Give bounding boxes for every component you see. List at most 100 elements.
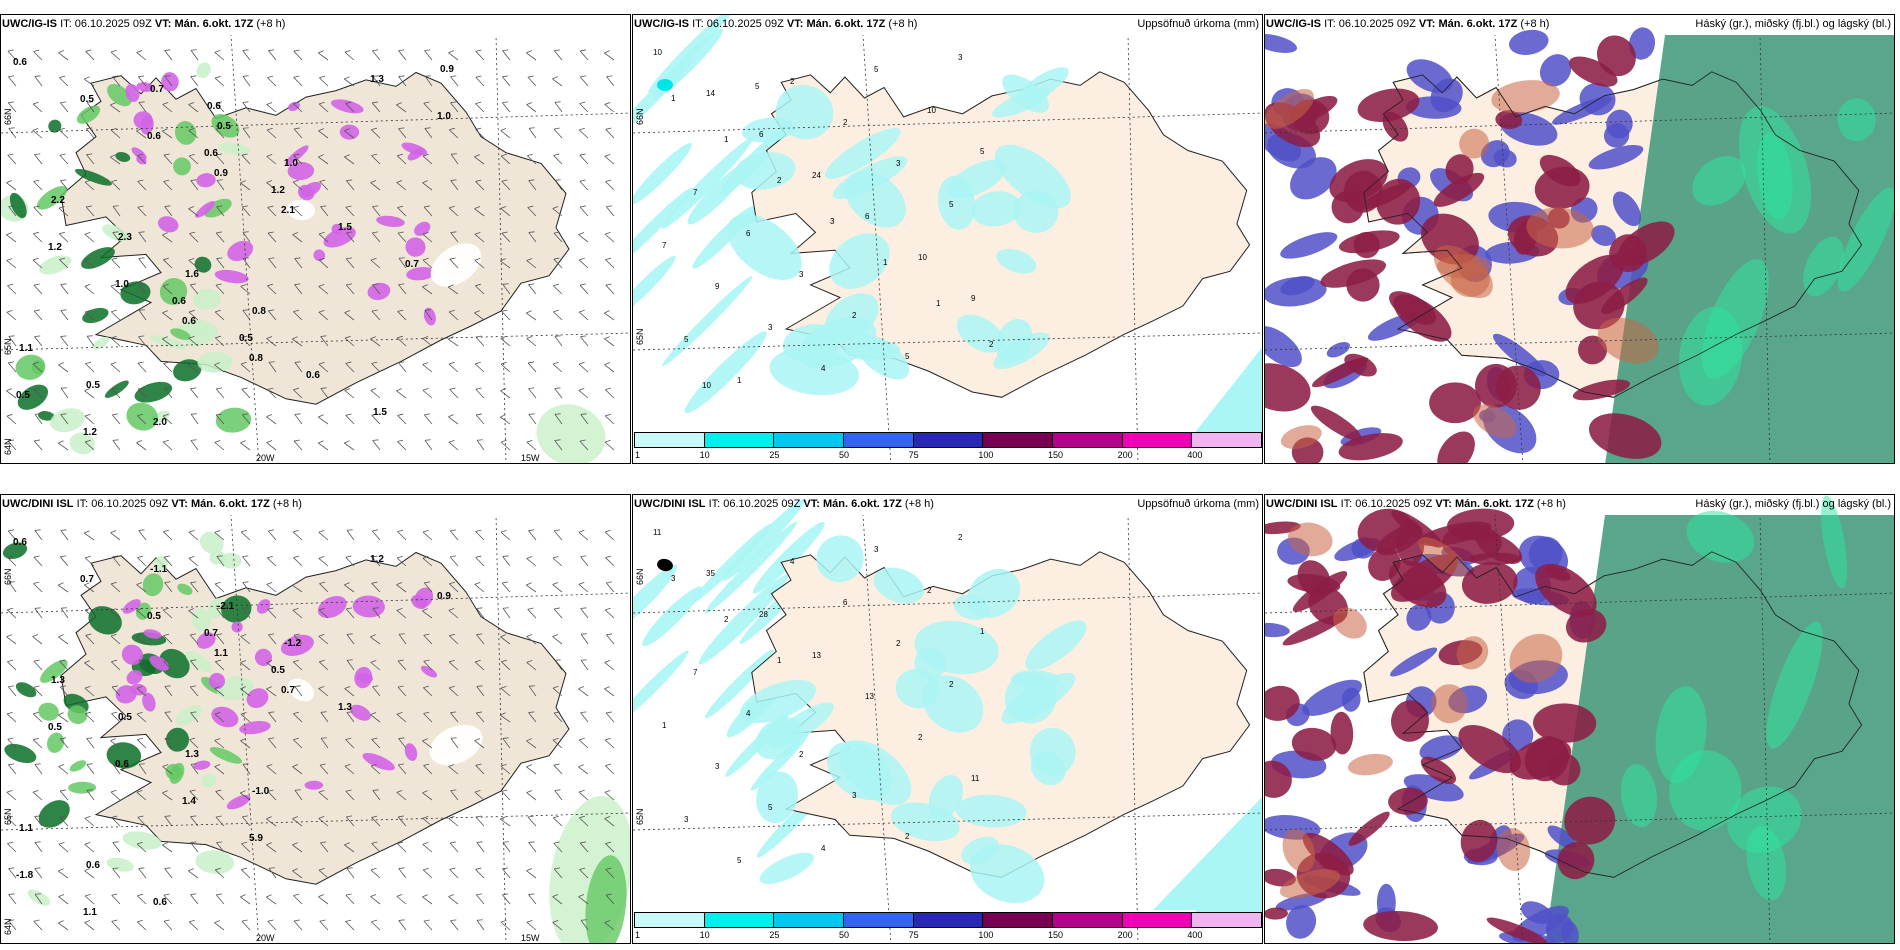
wind-barb [318,50,329,61]
wind-barb [604,154,615,165]
wind-barb [398,283,407,295]
wind-barb [553,231,563,243]
wind-barb [59,789,69,801]
wind-barb [163,361,173,373]
wind-barb-flag [58,634,64,638]
wind-barb [423,581,433,593]
wind-barb [474,310,485,321]
wind-barb [318,894,329,905]
wind-barb [475,413,485,425]
wind-barb-flag [6,232,12,236]
wind-barb-flag [448,439,455,443]
wind-barb-staff [138,868,147,879]
wind-barb [161,128,173,139]
wind-barb-staff [86,154,95,165]
wind-barb [604,789,615,801]
wind-barb-staff [216,634,225,645]
wind-barb-staff [346,660,355,671]
wind-barb [474,206,485,217]
wind-barb-staff [188,531,199,541]
wind-barb-staff [447,338,459,347]
precip-green-blob [27,889,51,906]
wind-barb-flag [7,737,14,740]
precip-value-label: 1.5 [338,222,352,233]
wind-barb-flag [370,712,377,716]
wind-barb-staff [476,439,485,451]
wind-barb [110,102,121,113]
wind-barb-flag [214,711,221,715]
precip-area [1011,670,1060,689]
wind-barb-staff [528,180,537,191]
wind-barb-staff [346,634,355,645]
wind-barb-flag [606,205,613,208]
wind-barb-flag [84,388,91,392]
wind-barb [32,634,43,645]
wind-barb-flag [241,387,248,390]
precip-value-label: 0.5 [118,712,132,723]
wind-barb-flag [6,413,13,417]
wind-barb [449,555,459,567]
wind-barb-flag [59,75,66,78]
wind-barb-staff [605,129,615,139]
wind-barb-staff [137,206,147,217]
wind-barb-flag [163,361,170,364]
wind-barb [605,257,615,269]
wind-barb [554,439,563,451]
wind-barb-flag [344,335,351,339]
wind-barb [240,529,251,541]
precip-green-blob [191,608,211,632]
high-cloud-thin-area [1418,537,1468,577]
precip-magenta-blob [125,83,140,103]
wind-barb-flag [58,440,64,444]
wind-barb [345,257,355,269]
wind-barb-staff [448,610,459,619]
wind-barb-flag [8,529,14,532]
wind-barb [319,581,329,593]
wind-barb [604,816,615,827]
low-cloud-band [1727,786,1802,853]
precip-value-label: 0.6 [182,316,196,327]
wind-barb-flag [580,335,587,338]
wind-barb-flag [604,50,610,54]
wind-barb-staff [554,388,563,399]
wind-barb-flag [8,685,15,688]
wind-barb-staff [370,182,381,191]
wind-barb-flag [8,893,15,895]
wind-barb-flag [580,75,587,78]
wind-barb [371,815,381,827]
wind-barb-staff [58,364,69,373]
wind-barb-staff [578,791,589,801]
wind-barb-staff [319,921,329,931]
latitude-line [1,592,630,614]
wind-barb-flag [34,413,41,415]
wind-barb-staff [190,582,199,593]
high-cloud-thin-area [1265,89,1315,129]
high-cloud-area [1445,154,1474,185]
low-cloud-band [1766,621,1823,749]
wind-barb [188,102,199,113]
wind-barb [396,608,407,619]
wind-barb-flag [398,867,405,869]
precip-green-blob [81,247,115,269]
latitude-line [633,812,1262,831]
wind-barb-flag [268,257,275,259]
wind-barb-flag [370,634,376,638]
wind-barb-flag [578,232,585,235]
longitude-line [862,34,892,463]
mid-cloud-area [1390,647,1438,677]
wind-barb-flag [450,555,456,558]
wind-barb [318,309,329,321]
wind-barb-staff [294,790,303,801]
wind-barb [34,867,43,879]
precip-value-label: 24 [812,171,821,180]
wind-barb [136,440,147,451]
wind-barb-staff [553,258,563,269]
wind-barb [58,894,69,905]
wind-barb [240,894,251,905]
high-cloud-area [1578,335,1608,365]
wind-barb [163,555,173,567]
wind-barb-staff [526,104,537,113]
wind-barb-staff [6,713,17,723]
wind-barb-flag [164,685,171,687]
wind-barb [553,607,563,619]
